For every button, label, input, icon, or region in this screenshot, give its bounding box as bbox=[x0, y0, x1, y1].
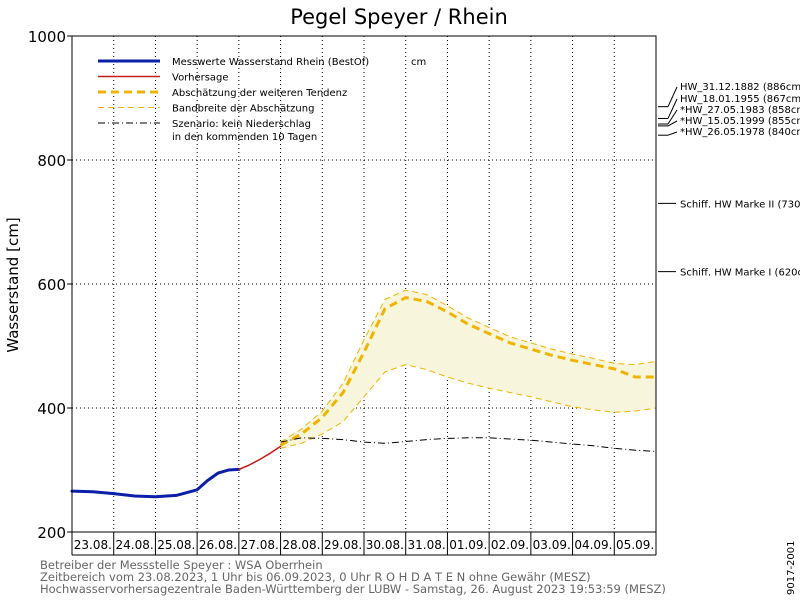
x-tick-label: 25.08. bbox=[157, 538, 195, 552]
x-tick-label: 03.09. bbox=[533, 538, 571, 552]
grid bbox=[72, 36, 656, 532]
x-tick-label: 30.08. bbox=[366, 538, 404, 552]
x-tick-label: 04.09. bbox=[574, 538, 612, 552]
y-tick-label: 1000 bbox=[28, 28, 66, 46]
x-tick-label: 29.08. bbox=[324, 538, 362, 552]
forecast-series-line bbox=[238, 445, 282, 471]
reference-leader bbox=[667, 86, 678, 107]
legend: Messwerte Wasserstand Rhein (BestOf) Vorh… bbox=[98, 57, 426, 143]
x-tick-label: 26.08. bbox=[199, 538, 237, 552]
reference-leader bbox=[667, 131, 678, 136]
legend-label: Vorhersage bbox=[172, 73, 229, 84]
x-tick-label: 23.08. bbox=[74, 538, 112, 552]
y-tick-label: 200 bbox=[37, 524, 66, 542]
x-tick-label: 02.09. bbox=[491, 538, 529, 552]
uncertainty-band bbox=[280, 290, 656, 449]
reference-leader bbox=[667, 109, 678, 125]
footer-time-range: Zeitbereich vom 23.08.2023, 1 Uhr bis 06… bbox=[40, 570, 591, 584]
y-tick-label: 800 bbox=[37, 152, 66, 170]
reference-label: Schiff. HW Marke II (730c bbox=[680, 199, 800, 210]
y-tick-label: 400 bbox=[37, 400, 66, 418]
tendency-series-line bbox=[279, 296, 656, 447]
reference-label: *HW_27.05.1983 (858cm) bbox=[680, 105, 800, 116]
corner-code: 9017-2001 bbox=[786, 540, 797, 595]
x-tick-label: 01.09. bbox=[449, 538, 487, 552]
y-axis-ticks: 200 400 600 800 1000 bbox=[28, 28, 72, 542]
footer-publisher: Hochwasservorhersagezentrale Baden-Württ… bbox=[40, 582, 666, 596]
band-upper-series-line bbox=[280, 289, 657, 443]
scenario-series-line bbox=[280, 437, 657, 452]
reference-label: Schiff. HW Marke I (620c bbox=[680, 268, 800, 279]
chart-title: Pegel Speyer / Rhein bbox=[290, 5, 508, 29]
x-tick-label: 24.08. bbox=[115, 538, 153, 552]
y-tick-label: 600 bbox=[37, 276, 66, 294]
x-tick-label: 27.08. bbox=[241, 538, 279, 552]
legend-label: Bandbreite der Abschätzung bbox=[172, 104, 314, 115]
reference-label: HW_31.12.1882 (886cm) bbox=[680, 82, 800, 93]
x-tick-label: 28.08. bbox=[282, 538, 320, 552]
reference-leader bbox=[667, 120, 678, 127]
legend-unit: cm bbox=[411, 57, 426, 68]
band-lower-series-line bbox=[280, 364, 657, 449]
reference-markers: HW_31.12.1882 (886cm)HW_18.01.1955 (867c… bbox=[658, 82, 800, 279]
x-tick-label: 05.09. bbox=[616, 538, 654, 552]
uncertainty-band-fill bbox=[280, 290, 656, 449]
legend-label: Messwerte Wasserstand Rhein (BestOf) bbox=[172, 57, 369, 68]
footer-operator: Betreiber der Messstelle Speyer : WSA Ob… bbox=[40, 558, 323, 572]
legend-extra-line: in den kommenden 10 Tagen bbox=[172, 132, 317, 143]
legend-label: Abschätzung der weiteren Tendenz bbox=[172, 88, 347, 99]
series-group bbox=[70, 289, 657, 499]
measured-series-line bbox=[70, 467, 241, 499]
reference-label: *HW_26.05.1978 (840cm) bbox=[680, 127, 800, 138]
reference-label: HW_18.01.1955 (867cm) bbox=[680, 94, 800, 105]
x-axis-ticks: 23.08. 24.08. 25.08. 26.08. 27.08. 28.08. 29.0… bbox=[74, 532, 654, 555]
x-tick-label: 31.08. bbox=[407, 538, 445, 552]
legend-label: Szenario: kein Niederschlag bbox=[172, 119, 311, 130]
reference-label: *HW_15.05.1999 (855cm) bbox=[680, 116, 800, 127]
y-axis-label: Wasserstand [cm] bbox=[4, 217, 22, 352]
reference-leader bbox=[667, 98, 678, 119]
